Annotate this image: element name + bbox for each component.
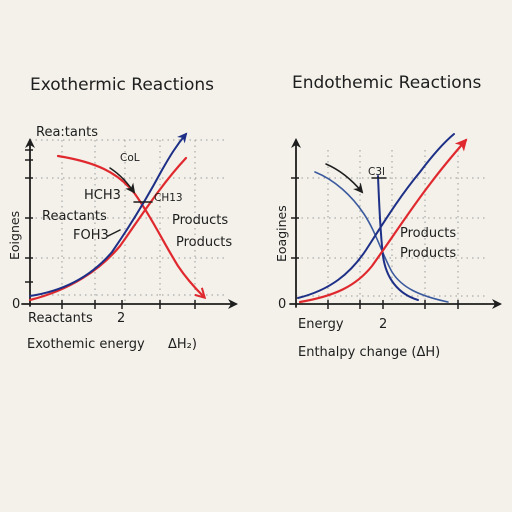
left-col-label: CoL	[120, 152, 140, 164]
left-reactants-curve	[56, 154, 204, 297]
left-y-axis-label: Eoignes	[7, 211, 22, 260]
right-red-curve	[298, 138, 468, 304]
right-falling-curve	[314, 171, 449, 303]
left-y-ticks	[25, 149, 33, 283]
endothermic-panel: Endothemic Reactions	[274, 73, 502, 360]
left-foh3-pointer	[107, 229, 121, 237]
left-hch3-label: HCH3	[84, 188, 121, 203]
left-reactants-label: Reactants	[42, 209, 107, 224]
left-ch13-label: CH13	[154, 192, 183, 204]
left-x-axis-title: Exothemic energy	[27, 337, 145, 352]
right-x-ticks	[327, 300, 459, 309]
right-x-axis-title: Enthalpy change (ΔH)	[298, 345, 440, 360]
right-y-axis-label: Eoagines	[274, 205, 289, 262]
left-col-pointer	[109, 167, 136, 194]
left-products-label-2: Products	[176, 235, 232, 250]
left-x-ticks	[61, 300, 196, 309]
left-x-axis-unit: ΔH₂)	[168, 337, 197, 352]
right-y-ticks	[291, 177, 299, 259]
right-products-label-1: Products	[400, 226, 456, 241]
left-foh3-label: FOH3	[73, 228, 109, 243]
right-products-label-2: Products	[400, 246, 456, 261]
right-vertical-stroke	[377, 175, 419, 301]
right-blue-curve	[297, 133, 455, 299]
left-top-label: Rea:tants	[36, 125, 98, 140]
right-c3l-label: C3l	[368, 166, 385, 178]
left-x-start-label: Reactants	[28, 311, 93, 326]
exothermic-title: Exothermic Reactions	[30, 75, 214, 95]
endothermic-title: Endothemic Reactions	[292, 73, 481, 93]
right-x-tick-label: 2	[379, 317, 387, 332]
left-rising-red-curve	[28, 156, 188, 302]
right-c3l-pointer	[325, 163, 364, 194]
left-blue-curve	[29, 132, 188, 297]
right-origin-label: 0	[278, 297, 286, 312]
right-x-start-label: Energy	[298, 317, 344, 332]
left-x-tick-label: 2	[117, 311, 125, 326]
left-origin-label: 0	[12, 297, 20, 312]
exothermic-panel: Exothermic Reactions	[7, 75, 238, 352]
left-products-label-1: Products	[172, 213, 228, 228]
